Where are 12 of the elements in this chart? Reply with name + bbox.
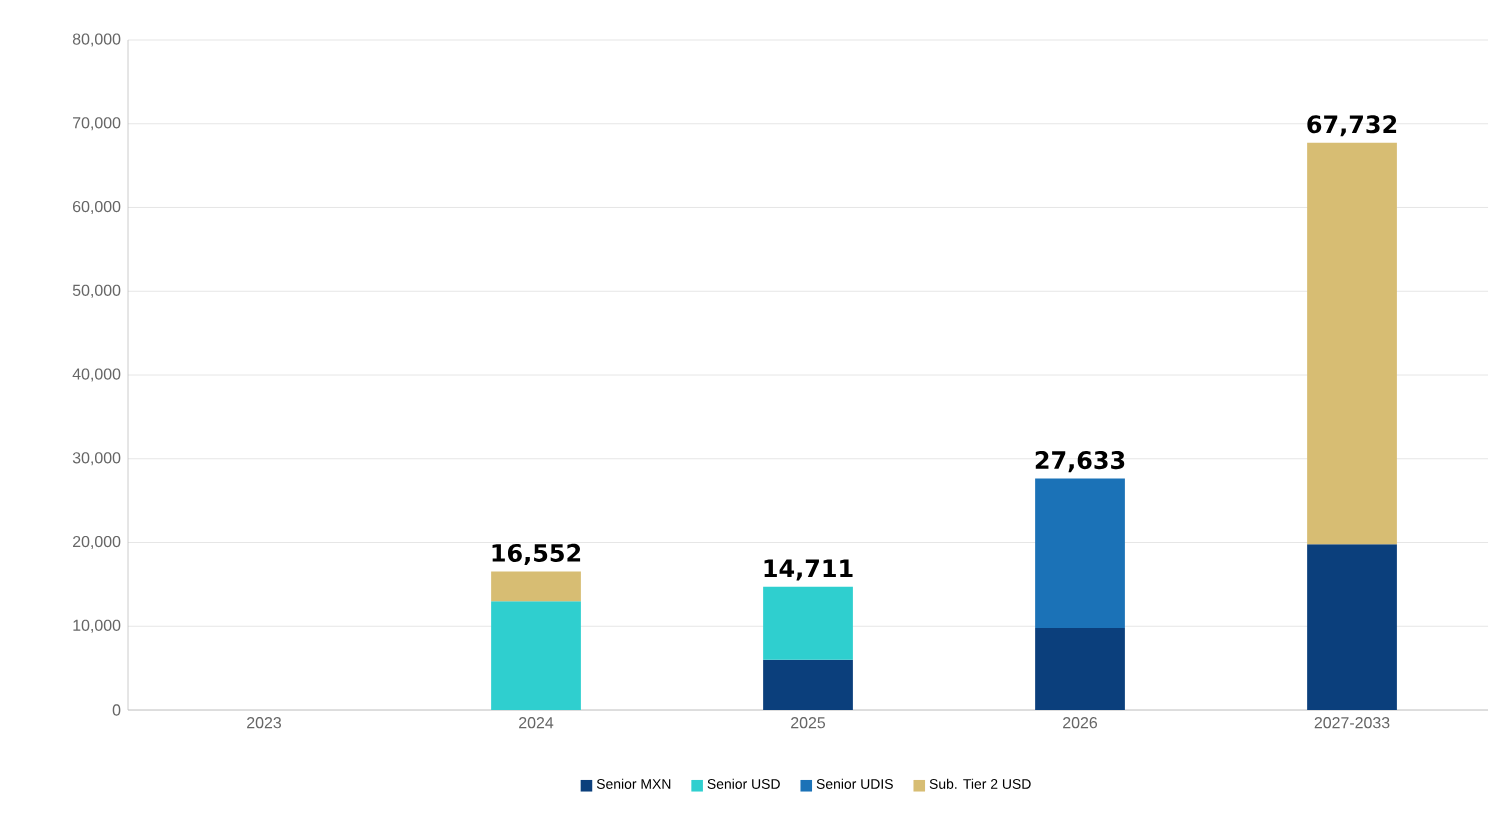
total-label: 16,552: [492, 543, 581, 566]
bar: [763, 586, 853, 660]
total-label: 67,732: [1307, 115, 1397, 137]
bar: [491, 571, 581, 602]
total-label: 14,711: [764, 559, 853, 581]
bar: [1035, 627, 1125, 710]
bar: [763, 659, 853, 710]
bar: [491, 601, 581, 710]
total-label: 27,633: [1035, 451, 1125, 473]
bar: [1307, 142, 1397, 545]
bar: [1307, 544, 1397, 710]
bar: [1035, 478, 1125, 628]
